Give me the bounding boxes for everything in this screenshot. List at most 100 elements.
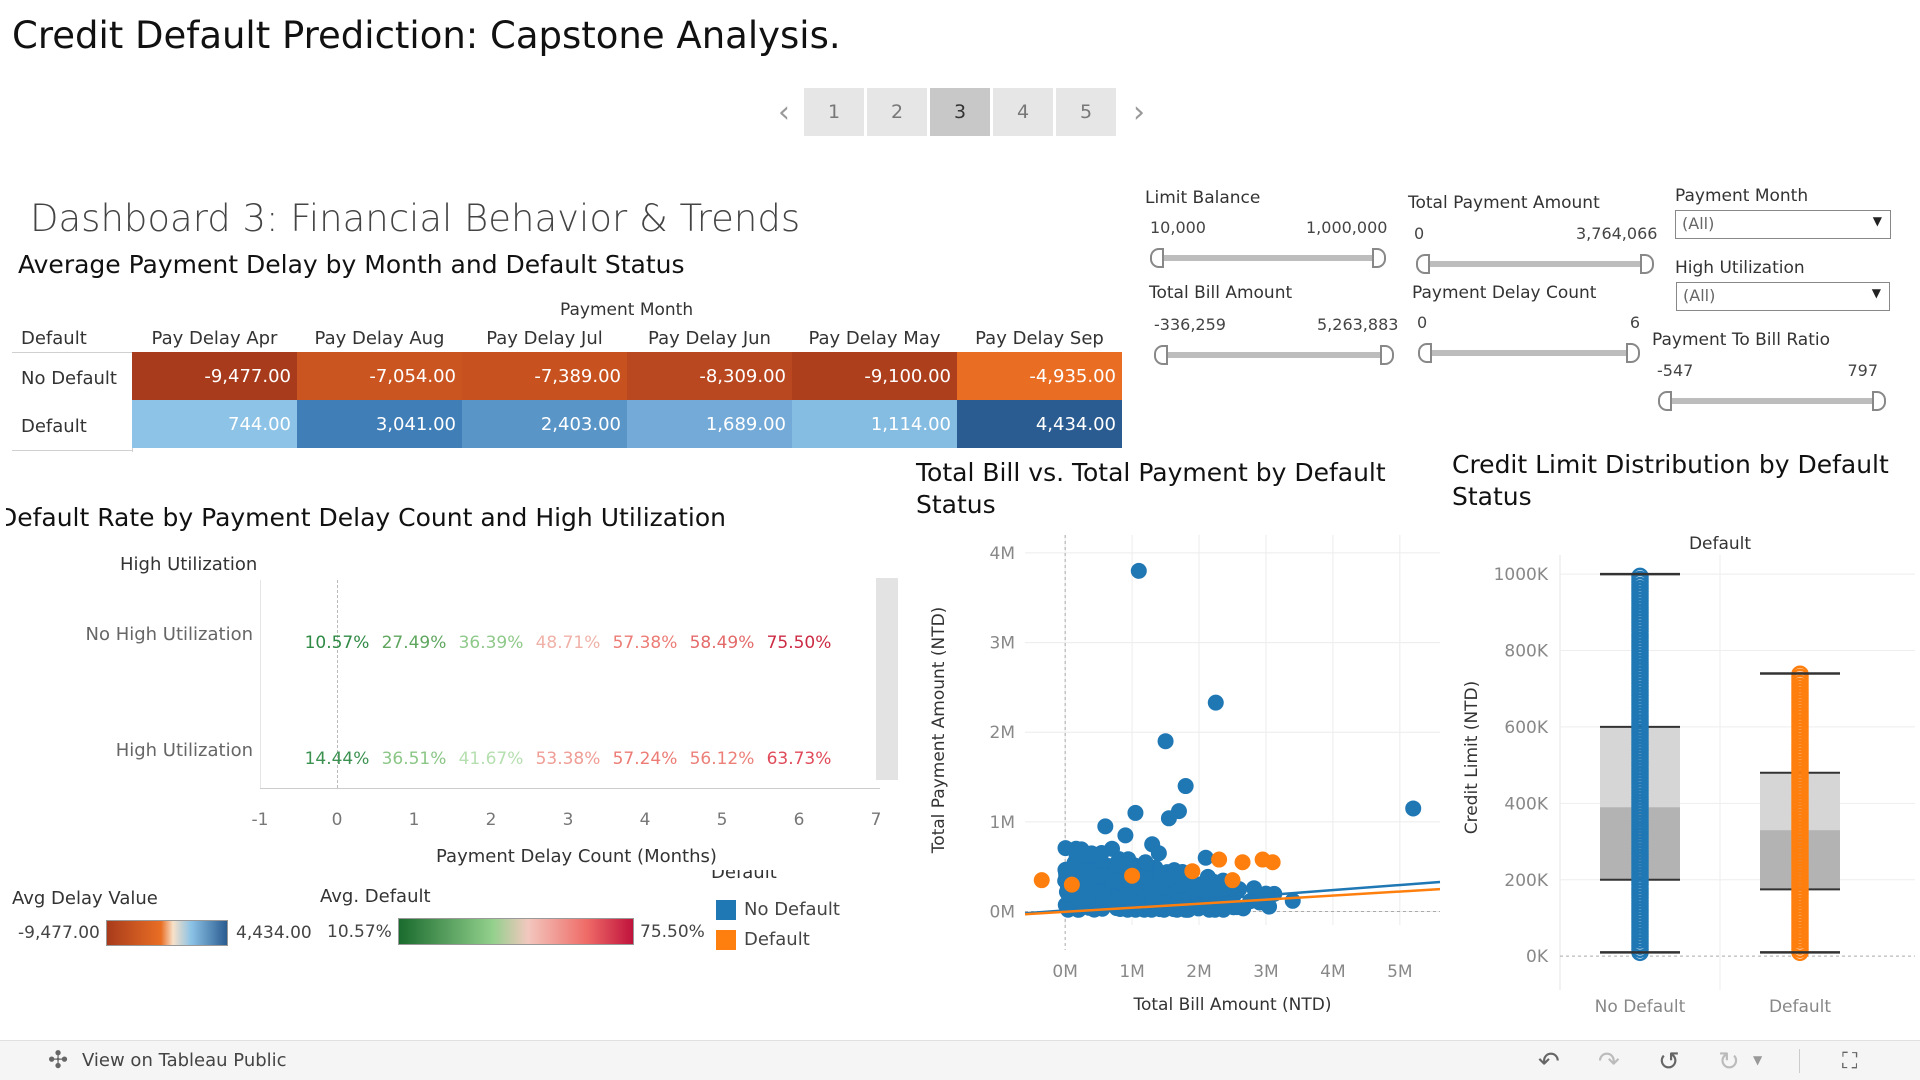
slider-handle-min[interactable] <box>1416 254 1430 274</box>
delay-rate-value[interactable]: 14.44% <box>304 749 370 769</box>
heatmap-cell[interactable]: -9,100.00 <box>792 352 957 400</box>
undo-icon[interactable]: ↶ <box>1538 1047 1560 1077</box>
total-payment-slider[interactable] <box>1416 254 1654 274</box>
slider-handle-min[interactable] <box>1154 345 1168 365</box>
slider-handle-min[interactable] <box>1150 248 1164 268</box>
fullscreen-icon[interactable]: ⛶ <box>1842 1049 1858 1074</box>
delay-rate-value[interactable]: 36.51% <box>381 749 447 769</box>
view-on-tableau-link[interactable]: View on Tableau Public <box>82 1050 287 1071</box>
legend-swatch-no-default[interactable] <box>716 900 736 920</box>
redo-icon[interactable]: ↷ <box>1598 1047 1620 1077</box>
page-button-5[interactable]: 5 <box>1056 88 1116 136</box>
heatmap-cell[interactable]: -4,935.00 <box>957 352 1122 400</box>
slider-handle-max[interactable] <box>1380 345 1394 365</box>
data-point <box>1207 694 1224 711</box>
payment-delay-count-slider[interactable] <box>1418 343 1640 363</box>
delay-rate-value[interactable]: 48.71% <box>535 633 601 653</box>
chevron-left-icon[interactable]: ‹ <box>778 94 790 130</box>
heatmap-cell[interactable]: 1,689.00 <box>627 400 792 448</box>
total-bill-slider[interactable] <box>1154 345 1394 365</box>
heatmap-cell[interactable]: -7,054.00 <box>297 352 462 400</box>
delay-rate-value[interactable]: 53.38% <box>535 749 601 769</box>
delay-rate-value[interactable]: 58.49% <box>689 633 755 653</box>
boxplot-title-line2: Status <box>1452 482 1532 511</box>
heatmap-cell[interactable]: 1,114.00 <box>792 400 957 448</box>
payment-to-bill-ratio-slider[interactable] <box>1658 391 1886 411</box>
page-button-1[interactable]: 1 <box>804 88 864 136</box>
delay-rate-value[interactable]: 57.38% <box>612 633 678 653</box>
heatmap-col-header[interactable]: Pay Delay Sep <box>975 328 1104 349</box>
legend-item-default[interactable]: Default <box>744 929 810 950</box>
data-point <box>1261 898 1278 915</box>
slider-handle-max[interactable] <box>1640 254 1654 274</box>
filter-min: -336,259 <box>1154 315 1226 334</box>
y-tick-label: 4M <box>990 544 1015 564</box>
limit-balance-slider[interactable] <box>1150 248 1386 268</box>
data-point <box>1130 562 1147 579</box>
slider-handle-min[interactable] <box>1418 343 1432 363</box>
heatmap-cell[interactable]: 2,403.00 <box>462 400 627 448</box>
data-point <box>1197 849 1214 866</box>
delay-rate-title: Default Rate by Payment Delay Count and … <box>6 503 726 532</box>
delay-rate-value[interactable]: 27.49% <box>381 633 447 653</box>
boxplot-title: Credit Limit Distribution by Default <box>1452 450 1889 479</box>
heatmap-cell[interactable]: 4,434.00 <box>957 400 1122 448</box>
data-point <box>1092 883 1109 900</box>
slider-handle-max[interactable] <box>1626 343 1640 363</box>
data-point <box>1167 863 1184 880</box>
heatmap-cell[interactable]: -8,309.00 <box>627 352 792 400</box>
x-tick-label: 7 <box>870 810 882 830</box>
page-button-3[interactable]: 3 <box>930 88 990 136</box>
legend-swatch-default[interactable] <box>716 930 736 950</box>
x-tick-label: 2M <box>1186 962 1211 982</box>
boxplot-chart[interactable]: Default 0K 200K 400K 600K 800K 1000K No Default… <box>1450 525 1920 1020</box>
heatmap-cell[interactable]: -7,389.00 <box>462 352 627 400</box>
chevron-right-icon[interactable]: › <box>1133 94 1145 130</box>
refresh-icon[interactable]: ↻ <box>1718 1047 1740 1077</box>
data-point <box>1110 891 1127 908</box>
filter-label-limit-balance: Limit Balance <box>1145 188 1261 208</box>
y-tick-label: 1000K <box>1494 565 1549 585</box>
delay-rate-value[interactable]: 63.73% <box>766 749 832 769</box>
data-point <box>1127 804 1144 821</box>
slider-handle-max[interactable] <box>1872 391 1886 411</box>
delay-rate-value[interactable]: 10.57% <box>304 633 370 653</box>
data-point <box>1078 889 1095 906</box>
y-tick-label: 1M <box>990 813 1015 833</box>
heatmap-col-header[interactable]: Pay Delay Jun <box>648 328 771 349</box>
heatmap-col-header[interactable]: Pay Delay Jul <box>486 328 603 349</box>
heatmap-col-header[interactable]: Pay Delay May <box>808 328 941 349</box>
delay-rate-x-axis-title: Payment Delay Count (Months) <box>436 846 717 867</box>
delay-rate-value[interactable]: 56.12% <box>689 749 755 769</box>
scatter-chart[interactable]: 0M 1M 2M 3M 4M 0M 1M 2M 3M 4M 5M Total Payment Amou… <box>900 525 1450 1015</box>
heatmap-col-header[interactable]: Pay Delay Aug <box>314 328 445 349</box>
x-tick-label: 0M <box>1052 962 1077 982</box>
revert-icon[interactable]: ↺ <box>1658 1047 1680 1077</box>
filter-min: -547 <box>1657 361 1694 380</box>
data-point <box>1160 810 1177 827</box>
scrollbar[interactable] <box>876 578 898 780</box>
slider-handle-min[interactable] <box>1658 391 1672 411</box>
slider-handle-max[interactable] <box>1372 248 1386 268</box>
data-point <box>1264 854 1281 871</box>
payment-month-dropdown[interactable]: (All) ▼ <box>1675 210 1891 239</box>
data-point <box>1203 897 1220 914</box>
delay-rate-value[interactable]: 75.50% <box>766 633 832 653</box>
delay-rate-value[interactable]: 57.24% <box>612 749 678 769</box>
high-utilization-dropdown[interactable]: (All) ▼ <box>1676 282 1890 311</box>
legend-item-no-default[interactable]: No Default <box>744 899 840 920</box>
chevron-down-icon[interactable]: ▼ <box>1753 1053 1763 1067</box>
data-point <box>1136 868 1153 885</box>
heatmap-cell[interactable]: -9,477.00 <box>132 352 297 400</box>
heatmap-cell[interactable]: 744.00 <box>132 400 297 448</box>
delay-rate-value[interactable]: 41.67% <box>458 749 524 769</box>
page-button-4[interactable]: 4 <box>993 88 1053 136</box>
category-label: No Default <box>1595 997 1686 1017</box>
heatmap-cell[interactable]: 3,041.00 <box>297 400 462 448</box>
filter-min: 0 <box>1414 224 1425 243</box>
delay-rate-value[interactable]: 36.39% <box>458 633 524 653</box>
heatmap-col-header[interactable]: Pay Delay Apr <box>151 328 278 349</box>
heatmap-row-label: No Default <box>21 368 117 389</box>
page-button-2[interactable]: 2 <box>867 88 927 136</box>
scatter-title-line2: Status <box>916 490 996 519</box>
